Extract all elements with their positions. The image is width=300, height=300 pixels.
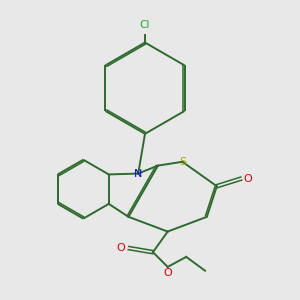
Text: Cl: Cl bbox=[140, 20, 150, 30]
Text: N: N bbox=[134, 169, 142, 178]
Text: O: O bbox=[244, 174, 252, 184]
Text: O: O bbox=[117, 243, 126, 253]
Text: S: S bbox=[179, 157, 186, 167]
Text: O: O bbox=[163, 268, 172, 278]
